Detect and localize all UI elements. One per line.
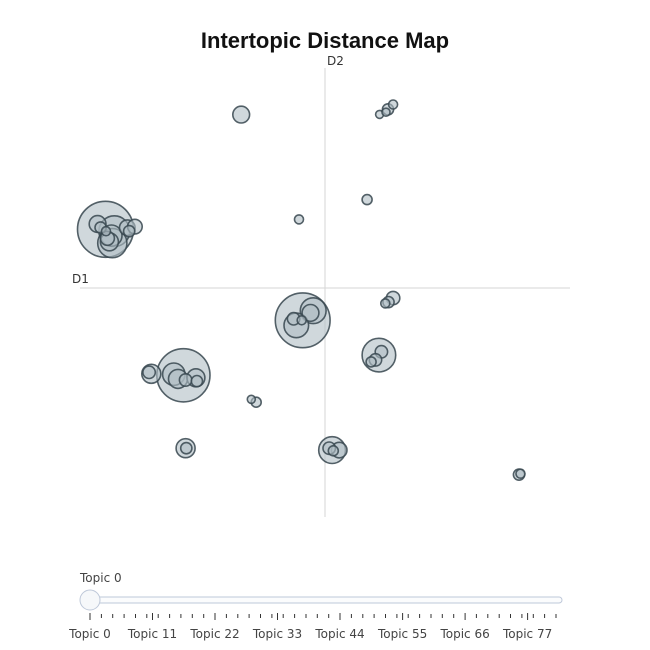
topic-slider[interactable]: Topic 0 Topic 0 Topic 11 Topic 22 Topic 33 T…: [68, 571, 563, 641]
topic-bubble[interactable]: [100, 225, 112, 237]
slider-tick-label[interactable]: Topic 55: [377, 627, 427, 641]
slider-current-value: Topic 0: [79, 571, 122, 585]
chart-title: Intertopic Distance Map: [201, 28, 449, 53]
topic-bubble[interactable]: [178, 372, 193, 387]
slider-handle[interactable]: [79, 589, 101, 611]
topic-bubble[interactable]: [296, 314, 308, 326]
topic-bubble[interactable]: [232, 105, 251, 124]
topic-bubble[interactable]: [246, 394, 257, 405]
topic-bubble[interactable]: [142, 365, 157, 380]
slider-track[interactable]: [89, 596, 563, 604]
d1-axis-label: D1: [72, 272, 89, 286]
slider-ticks: Topic 0 Topic 11 Topic 22 Topic 33 Topic 44 T…: [68, 613, 557, 641]
topic-bubble[interactable]: [293, 214, 305, 225]
slider-tick-label[interactable]: Topic 33: [252, 627, 302, 641]
topic-bubble[interactable]: [387, 99, 399, 110]
topic-bubble[interactable]: [515, 468, 526, 480]
topic-bubble[interactable]: [190, 374, 204, 388]
topic-bubble[interactable]: [122, 224, 136, 238]
slider-tick-label[interactable]: Topic 11: [127, 627, 177, 641]
topic-bubble[interactable]: [379, 298, 391, 309]
d2-axis-label: D2: [327, 54, 344, 68]
topic-bubble[interactable]: [381, 107, 391, 117]
topic-bubble[interactable]: [327, 444, 340, 457]
topic-bubble[interactable]: [361, 193, 373, 206]
slider-tick-label[interactable]: Topic 0: [68, 627, 111, 641]
topic-bubbles: [76, 99, 526, 481]
topic-bubble[interactable]: [301, 303, 320, 323]
topic-bubble[interactable]: [179, 441, 193, 455]
topic-bubble[interactable]: [365, 356, 377, 368]
slider-tick-label[interactable]: Topic 44: [314, 627, 364, 641]
slider-tick-label[interactable]: Topic 66: [439, 627, 489, 641]
slider-tick-label[interactable]: Topic 22: [189, 627, 239, 641]
slider-tick-label[interactable]: Topic 77: [502, 627, 552, 641]
